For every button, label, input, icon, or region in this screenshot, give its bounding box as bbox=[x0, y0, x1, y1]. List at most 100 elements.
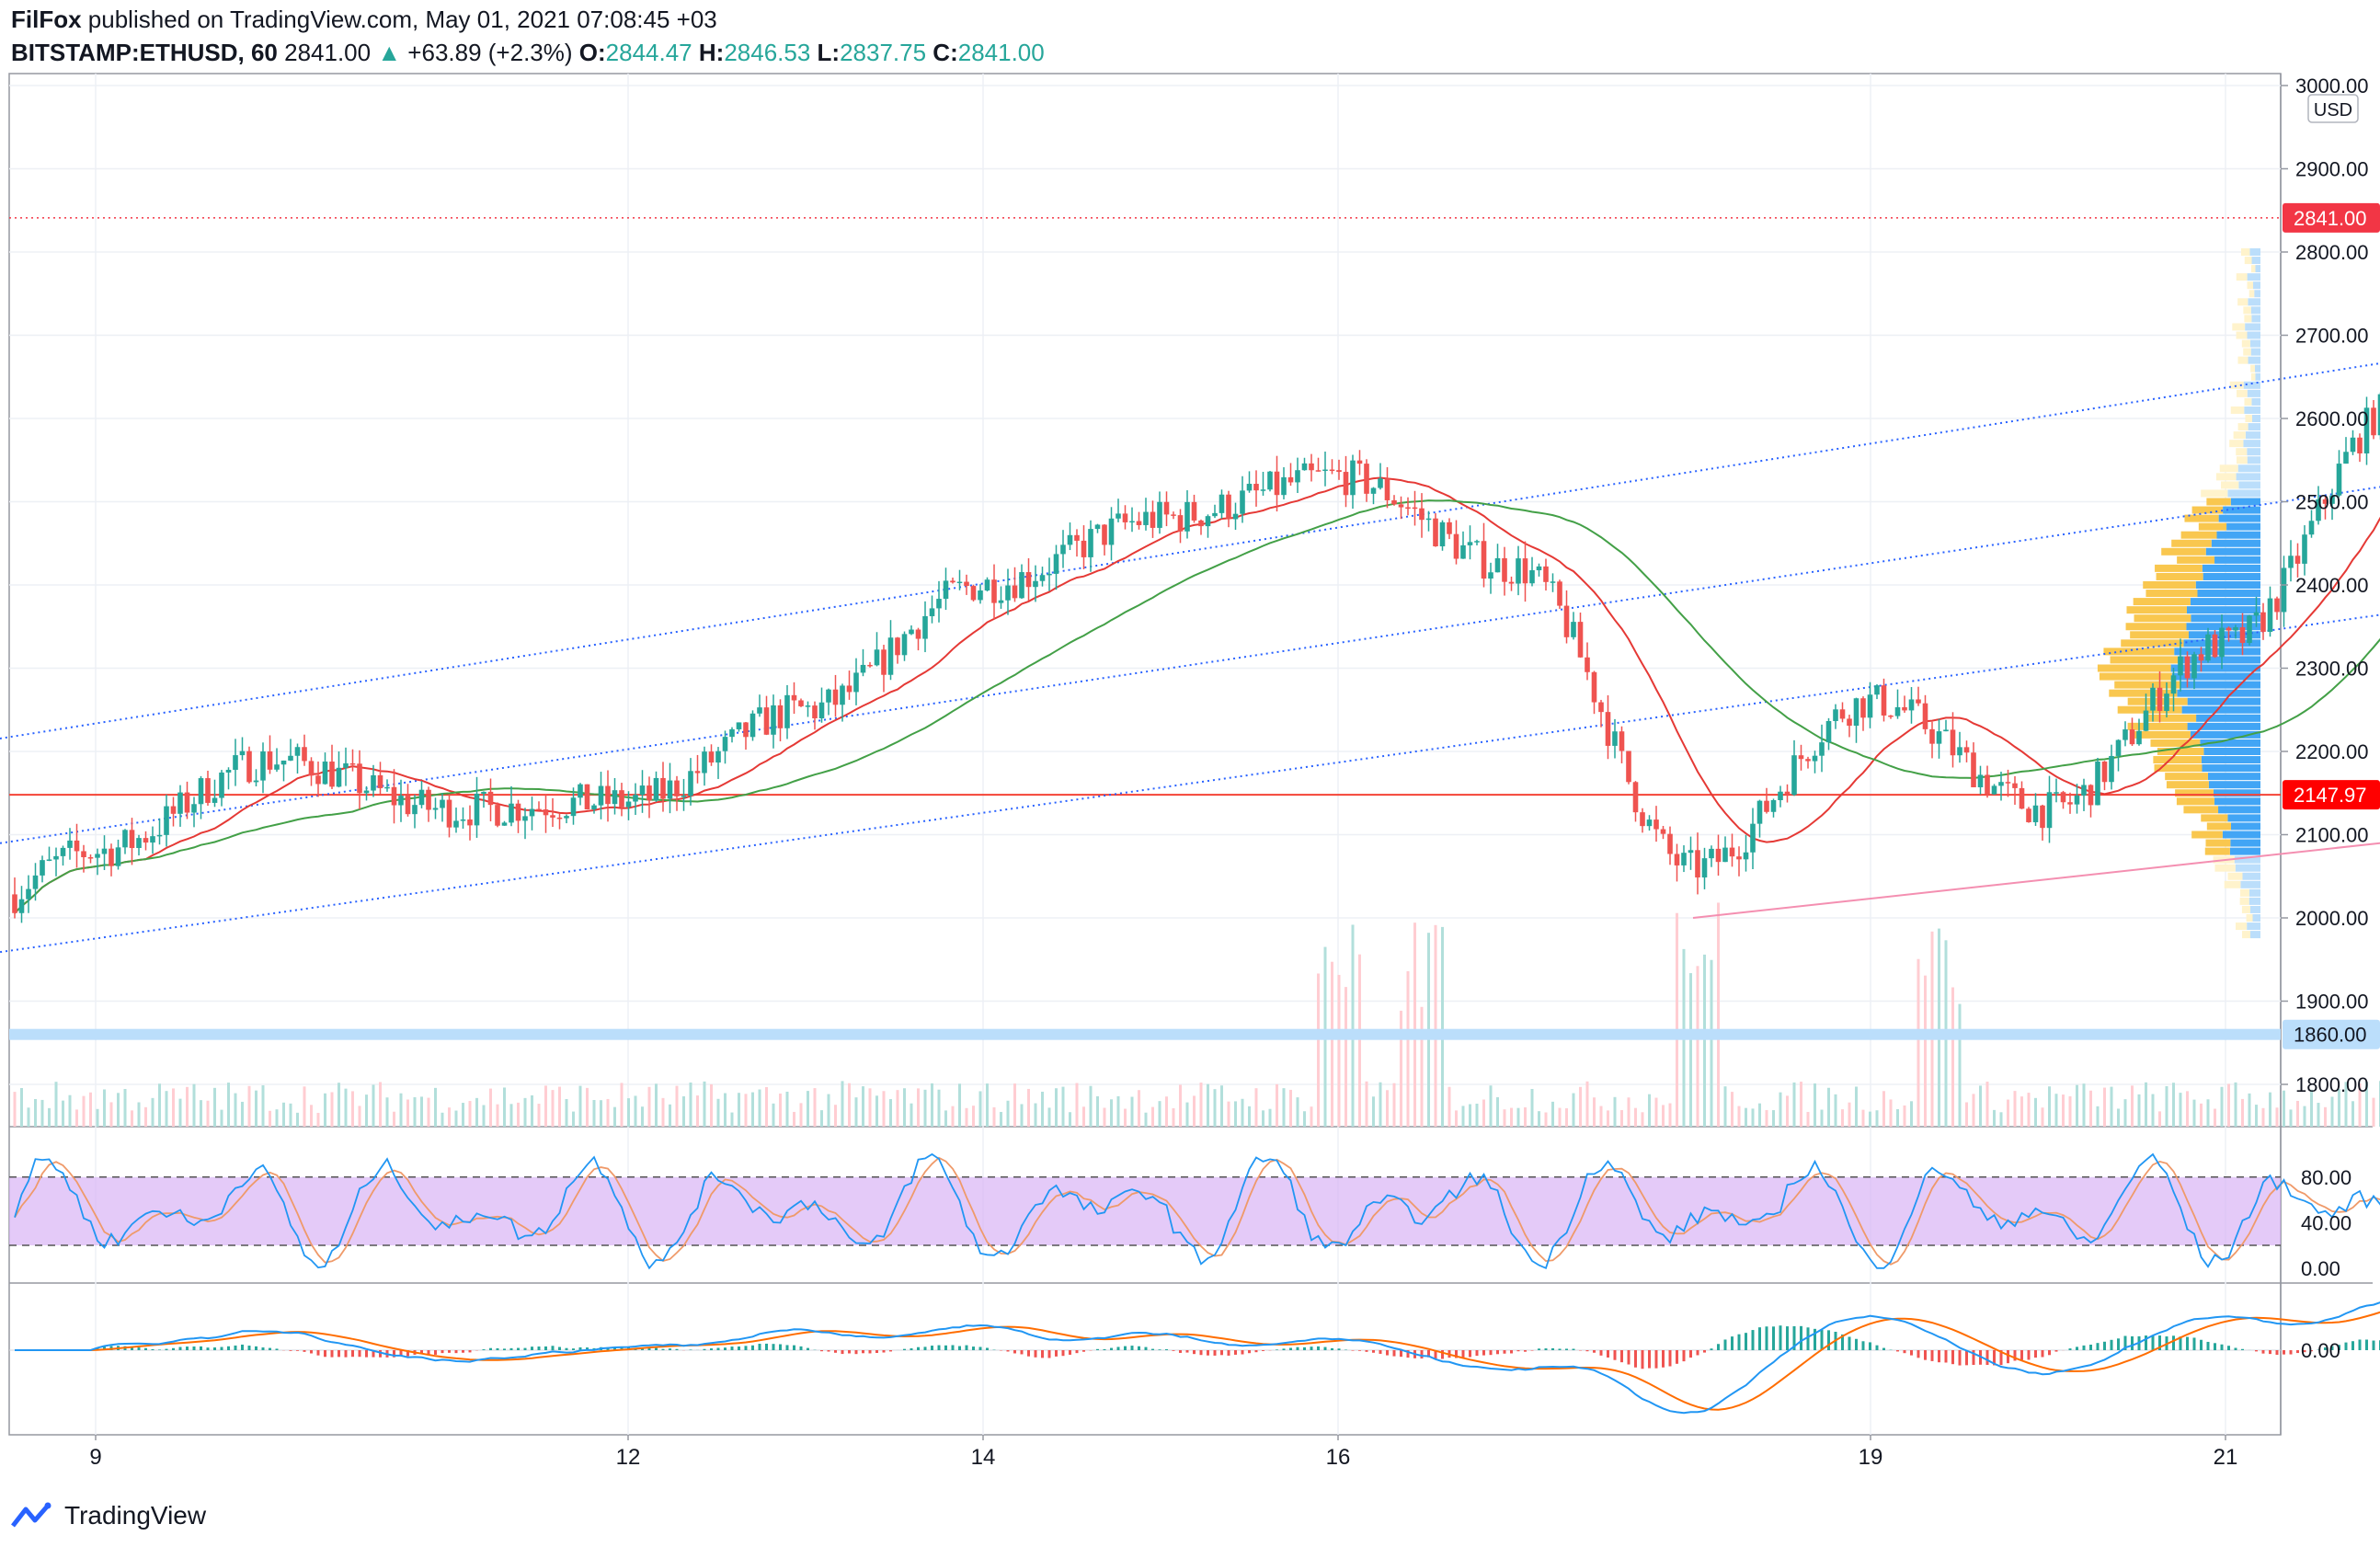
volume-bar bbox=[1268, 1108, 1272, 1127]
macd-hist-bar bbox=[1317, 1346, 1320, 1350]
volume-bar bbox=[1144, 1112, 1148, 1127]
candle-body bbox=[2095, 762, 2100, 806]
candle-body bbox=[95, 854, 100, 858]
high-value: 2846.53 bbox=[724, 39, 811, 66]
volume-bar bbox=[1544, 1112, 1548, 1127]
macd-hist-bar bbox=[1869, 1342, 1871, 1350]
y-tick-label: 2800.00 bbox=[2295, 241, 2369, 264]
macd-hist-bar bbox=[834, 1350, 837, 1353]
channel-lines[interactable] bbox=[0, 94, 2380, 964]
volume-bar bbox=[1516, 1107, 1520, 1127]
y-tick-label: 3000.00 bbox=[2295, 74, 2369, 97]
macd-hist-bar bbox=[2027, 1350, 2031, 1360]
volume-bar bbox=[1737, 1106, 1741, 1127]
macd-hist-bar bbox=[1751, 1330, 1755, 1350]
candle-body bbox=[943, 580, 949, 600]
macd-hist-bar bbox=[1924, 1350, 1927, 1360]
macd-hist-bar bbox=[724, 1347, 727, 1350]
macd-hist-bar bbox=[192, 1346, 196, 1350]
candle-body bbox=[1612, 731, 1618, 746]
candle-body bbox=[1370, 487, 1377, 494]
candle-body bbox=[446, 799, 452, 828]
y-tick-label: 1800.00 bbox=[2295, 1073, 2369, 1096]
candle-body bbox=[1936, 731, 1942, 744]
candle-body bbox=[522, 816, 528, 821]
candle-body bbox=[2350, 437, 2356, 453]
candle-body bbox=[46, 859, 52, 861]
volume-bar bbox=[889, 1099, 892, 1127]
vp-bar-down bbox=[2133, 730, 2191, 739]
symbol-label[interactable]: BITSTAMP:ETHUSD, 60 bbox=[11, 39, 278, 66]
volume-bar bbox=[2344, 1082, 2348, 1127]
candle-body bbox=[2129, 729, 2135, 745]
volume-bar bbox=[896, 1090, 899, 1127]
vp-bar-up bbox=[2240, 880, 2260, 888]
volume-bar bbox=[551, 1090, 555, 1127]
volume-bar bbox=[1213, 1089, 1217, 1127]
vp-bar-down bbox=[2237, 356, 2248, 364]
volume-bar bbox=[2351, 1101, 2354, 1127]
macd-hist-bar bbox=[1993, 1350, 1996, 1366]
vp-bar-up bbox=[2251, 415, 2260, 422]
macd-hist-bar bbox=[1047, 1350, 1051, 1358]
candle-body bbox=[805, 705, 811, 707]
volume-bar bbox=[413, 1096, 417, 1127]
macd-hist-bar bbox=[1710, 1348, 1713, 1350]
volume-bar bbox=[109, 1102, 113, 1127]
vp-bar-down bbox=[2145, 590, 2198, 598]
candle-body bbox=[2274, 598, 2280, 613]
macd-hist-bar bbox=[2283, 1350, 2285, 1355]
candle-body bbox=[2026, 808, 2031, 822]
vp-bar-up bbox=[2227, 814, 2260, 822]
vp-bar-down bbox=[2201, 814, 2228, 822]
macd-hist-bar bbox=[1165, 1349, 1168, 1350]
candle-body bbox=[639, 785, 646, 796]
volume-bar bbox=[992, 1106, 996, 1127]
candle-body bbox=[246, 751, 252, 783]
volume-bar bbox=[1310, 1106, 1313, 1127]
candle-body bbox=[2371, 407, 2376, 436]
candle-body bbox=[2088, 785, 2094, 806]
vp-bar-down bbox=[2241, 339, 2250, 348]
vp-bar-up bbox=[2214, 797, 2260, 806]
macd-hist-bar bbox=[1455, 1350, 1458, 1358]
volume-bar bbox=[1786, 1095, 1789, 1127]
candle-body bbox=[391, 786, 397, 806]
volume-bar bbox=[1855, 1086, 1858, 1127]
macd-hist-bar bbox=[2351, 1341, 2354, 1350]
vp-bar-down bbox=[2183, 806, 2219, 814]
author-name[interactable]: FilFox bbox=[11, 6, 82, 33]
volume-bar bbox=[868, 1088, 872, 1127]
volume-bar bbox=[1723, 1086, 1727, 1127]
vp-bar-up bbox=[2247, 456, 2260, 464]
volume-bar bbox=[1262, 1110, 1264, 1127]
candle-body bbox=[2233, 627, 2238, 631]
low-label: L: bbox=[817, 39, 841, 66]
vp-bar-down bbox=[2110, 656, 2179, 664]
volume-bar bbox=[1069, 1112, 1071, 1127]
volume-bar bbox=[1400, 1010, 1402, 1127]
vp-bar-up bbox=[2254, 290, 2260, 298]
macd-hist-bar bbox=[1607, 1350, 1609, 1358]
macd-hist-bar bbox=[330, 1350, 334, 1358]
candle-body bbox=[978, 590, 983, 601]
candle-body bbox=[122, 830, 128, 848]
candle-body bbox=[598, 785, 604, 806]
volume-bar bbox=[1772, 1110, 1775, 1127]
volume-bar bbox=[441, 1112, 444, 1127]
volume-bar bbox=[2062, 1094, 2065, 1127]
volume-bar bbox=[316, 1112, 320, 1127]
footer-brand[interactable]: TradingView bbox=[11, 1501, 206, 1530]
volume-bar bbox=[647, 1086, 651, 1127]
macd-hist-bar bbox=[2145, 1335, 2147, 1350]
volume-bar bbox=[2110, 1086, 2113, 1127]
volume-bar bbox=[882, 1091, 886, 1127]
macd-hist-bar bbox=[1027, 1350, 1030, 1357]
candle-body bbox=[826, 689, 831, 703]
candle-body bbox=[371, 774, 376, 791]
candle-body bbox=[1929, 728, 1935, 744]
macd-hist-bar bbox=[1599, 1350, 1603, 1356]
vp-bar-down bbox=[2224, 880, 2241, 888]
macd-hist-bar bbox=[1972, 1350, 1975, 1365]
